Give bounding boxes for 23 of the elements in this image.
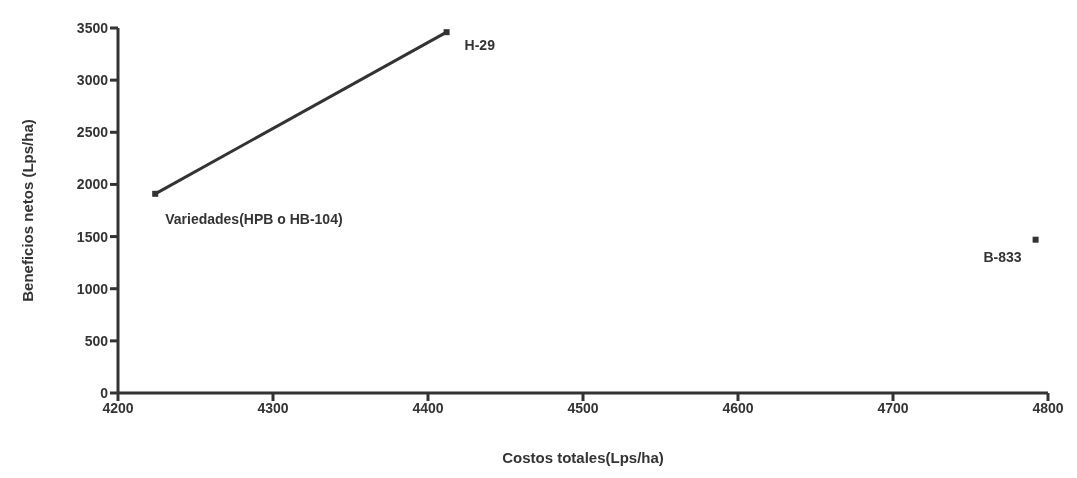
y-axis-title: Beneficios netos (Lps/ha): [19, 119, 37, 302]
point: [443, 29, 450, 36]
y-tick-label: 3500: [76, 19, 109, 36]
x-tick-label: 4600: [722, 399, 754, 416]
x-axis-title: Costos totales(Lps/ha): [502, 449, 664, 466]
x-tick-label: 4200: [102, 399, 134, 416]
x-tick-label: 4800: [1032, 399, 1064, 416]
y-tick-label: 3000: [76, 72, 109, 89]
y-tick-label: 2000: [76, 176, 109, 193]
annotation: Variedades(HPB o HB-104): [165, 210, 343, 227]
x-tick-label: 4400: [412, 399, 444, 416]
point: [1032, 236, 1039, 243]
y-tick-label: 2500: [76, 124, 109, 141]
y-tick-label: 1000: [76, 280, 109, 297]
annotation: H-29: [464, 37, 496, 54]
x-tick-label: 4700: [877, 399, 909, 416]
y-tick-label: 0: [100, 384, 109, 401]
x-tick-label: 4500: [567, 399, 599, 416]
annotation: B-833: [983, 248, 1022, 265]
point: [152, 190, 159, 197]
y-tick-label: 1500: [76, 228, 109, 245]
y-tick-label: 500: [84, 332, 109, 349]
x-tick-label: 4300: [257, 399, 289, 416]
